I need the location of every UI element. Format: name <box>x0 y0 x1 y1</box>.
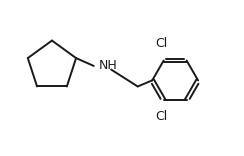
Text: NH: NH <box>99 59 118 72</box>
Text: Cl: Cl <box>155 110 167 123</box>
Text: Cl: Cl <box>155 37 167 50</box>
